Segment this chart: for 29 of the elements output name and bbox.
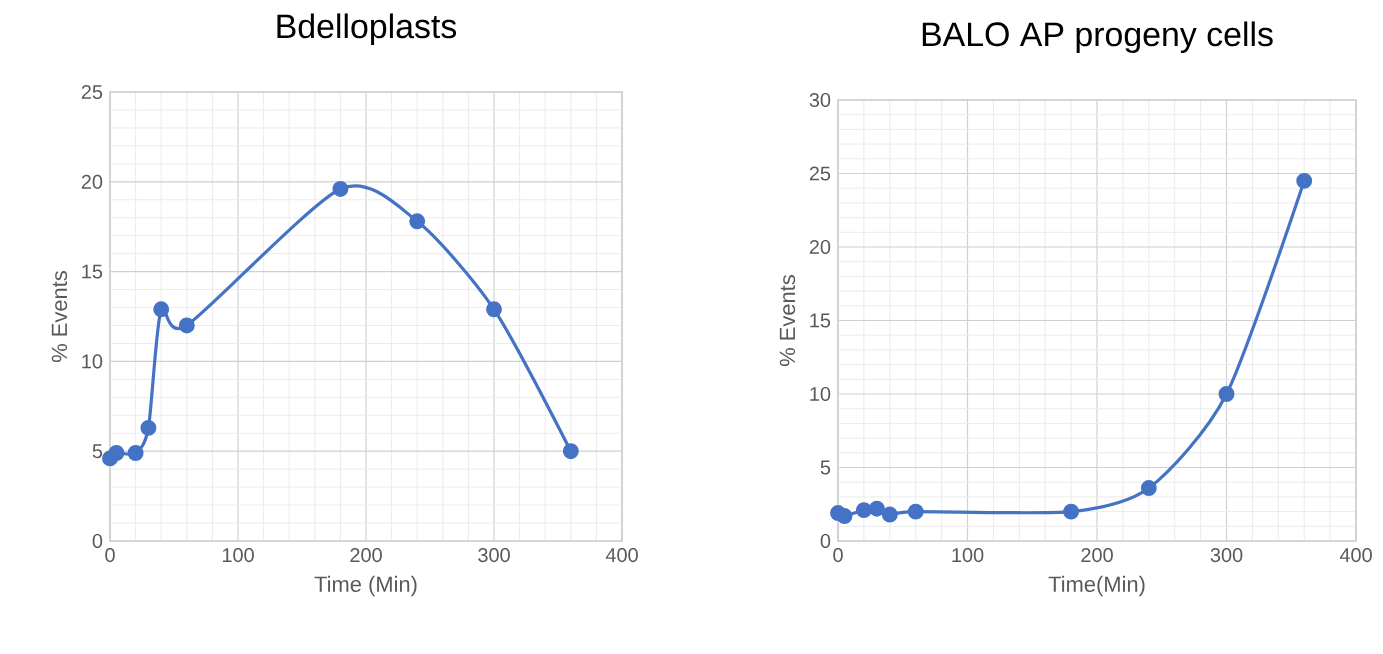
x-tick-label: 0 xyxy=(833,548,843,563)
x-tick-label: 400 xyxy=(1339,548,1372,563)
x-tick-label: 300 xyxy=(1210,548,1243,563)
y-tick-label: 10 xyxy=(810,386,831,402)
x-tick-label: 100 xyxy=(952,548,984,563)
chart-title: Bdelloplasts xyxy=(277,13,457,45)
y-tick-label: 5 xyxy=(92,444,103,459)
x-tick-label: 200 xyxy=(350,548,382,563)
y-tick-label: 20 xyxy=(809,239,831,255)
y-tick-label: 0 xyxy=(92,533,103,549)
x-axis-title: Time (Min) xyxy=(314,575,417,597)
y-tick-label: 30 xyxy=(809,92,831,108)
y-tick-label: 15 xyxy=(82,264,103,279)
y-tick-label: 10 xyxy=(82,354,103,369)
y-axis-title: % Events xyxy=(51,271,68,363)
y-tick-label: 25 xyxy=(809,166,831,181)
x-axis-title: Time(Min) xyxy=(1048,575,1145,597)
x-tick-label: 300 xyxy=(478,548,510,563)
y-tick-label: 15 xyxy=(810,313,831,328)
x-tick-label: 100 xyxy=(222,548,254,563)
chart-title: BALO AP progeny cells xyxy=(922,21,1273,54)
y-tick-label: 20 xyxy=(81,174,103,189)
y-tick-label: 25 xyxy=(81,84,103,100)
y-tick-label: 5 xyxy=(820,460,831,475)
y-tick-label: 0 xyxy=(820,533,831,549)
y-axis-title: % Events xyxy=(779,275,796,367)
x-tick-label: 400 xyxy=(605,548,638,563)
x-tick-label: 200 xyxy=(1081,548,1113,563)
x-tick-label: 0 xyxy=(105,548,115,563)
